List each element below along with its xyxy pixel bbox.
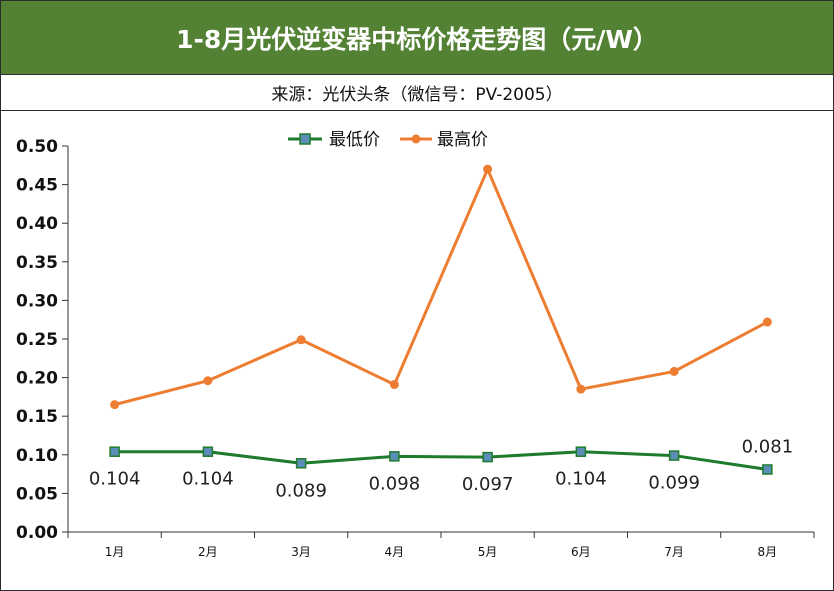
x-tick-label: 7月 bbox=[664, 545, 684, 559]
y-tick-label: 0.05 bbox=[16, 484, 58, 504]
max-point bbox=[576, 384, 586, 394]
chart-title: 1-8月光伏逆变器中标价格走势图（元/W） bbox=[1, 1, 833, 75]
min-point bbox=[109, 446, 120, 457]
x-axis: 1月 2月 3月 4月 5月 6月 7月 8月 bbox=[67, 531, 815, 559]
min-point bbox=[482, 451, 493, 463]
min-data-label: 0.104 bbox=[89, 469, 141, 490]
min-point bbox=[668, 450, 680, 461]
y-tick-label: 0.00 bbox=[16, 523, 58, 543]
min-data-label: 0.081 bbox=[742, 436, 794, 457]
min-point bbox=[202, 446, 214, 457]
legend-marker-max bbox=[411, 134, 421, 144]
x-tick-label: 6月 bbox=[571, 545, 591, 559]
min-data-label: 0.104 bbox=[182, 469, 234, 490]
x-tick-label: 8月 bbox=[758, 545, 778, 559]
max-point bbox=[296, 335, 306, 345]
series-line-min bbox=[114, 450, 768, 471]
min-point bbox=[295, 458, 307, 469]
y-tick-label: 0.35 bbox=[16, 253, 58, 273]
y-tick-label: 0.45 bbox=[16, 176, 58, 196]
series-layer: 0.104 0.104 0.089 0.098 0.097 0.104 0.099 0.081 bbox=[89, 164, 794, 501]
y-tick-label: 0.10 bbox=[16, 446, 58, 466]
max-point bbox=[389, 380, 399, 390]
min-point bbox=[575, 446, 587, 457]
x-tick-label: 5月 bbox=[478, 545, 498, 559]
max-point bbox=[110, 400, 120, 410]
min-point bbox=[762, 464, 773, 475]
x-tick-label: 4月 bbox=[385, 545, 405, 559]
x-tick-label: 1月 bbox=[105, 545, 125, 559]
min-data-label: 0.098 bbox=[369, 473, 421, 494]
legend-marker-min bbox=[299, 133, 311, 145]
y-tick-label: 0.15 bbox=[16, 407, 58, 427]
min-data-label: 0.097 bbox=[462, 474, 514, 495]
series-line-max bbox=[114, 167, 769, 407]
min-point bbox=[389, 451, 400, 462]
y-tick-label: 0.40 bbox=[16, 214, 58, 234]
y-tick-label: 0.25 bbox=[16, 330, 58, 350]
y-tick-label: 0.20 bbox=[16, 369, 58, 389]
min-data-label: 0.099 bbox=[648, 473, 700, 494]
min-data-label: 0.104 bbox=[555, 469, 607, 490]
chart-subtitle: 来源：光伏头条（微信号：PV-2005） bbox=[1, 75, 833, 111]
legend-label-min: 最低价 bbox=[329, 130, 380, 150]
y-tick-label: 0.50 bbox=[16, 137, 58, 157]
max-point bbox=[762, 317, 772, 327]
max-point bbox=[203, 376, 213, 386]
legend: 最低价 最高价 bbox=[288, 130, 488, 150]
min-data-label: 0.089 bbox=[275, 480, 327, 501]
x-tick-label: 3月 bbox=[291, 545, 311, 559]
max-point bbox=[483, 164, 493, 174]
y-tick-label: 0.30 bbox=[16, 291, 58, 311]
x-tick-label: 2月 bbox=[198, 545, 218, 559]
y-axis: 0.00 0.05 0.10 0.15 0.20 0.25 0.30 0.35 0.40 0.45… bbox=[16, 137, 69, 543]
max-point bbox=[669, 366, 679, 376]
legend-label-max: 最高价 bbox=[437, 130, 488, 150]
